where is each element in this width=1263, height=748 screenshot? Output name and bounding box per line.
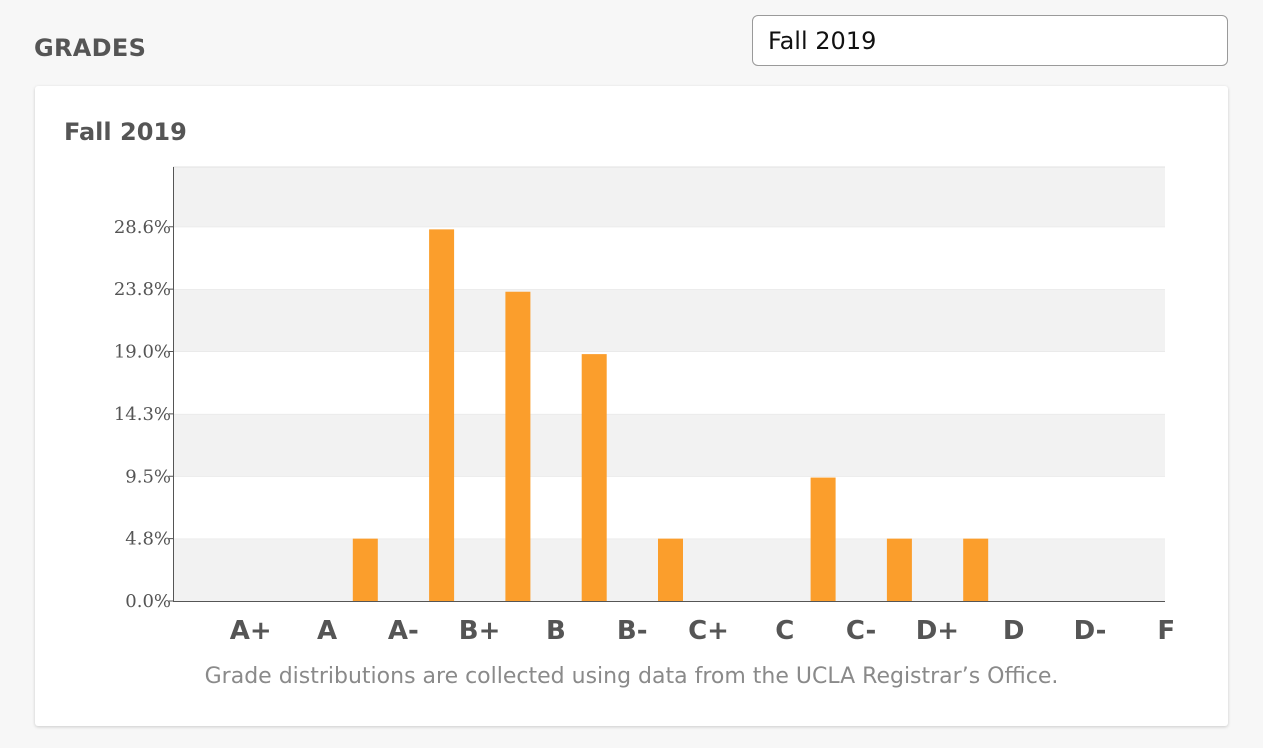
- y-tick-label: 19.0%: [114, 342, 171, 363]
- y-tick-label: 0.0%: [125, 591, 171, 612]
- bar: [429, 229, 455, 601]
- y-tick-label: 9.5%: [125, 466, 171, 487]
- grade-distribution-chart: 0.0% 4.8% 9.5% 14.3% 19.0% 23.8% 28.6% A+ A A- B+ B…: [114, 166, 1175, 646]
- bar: [886, 538, 912, 601]
- bar: [581, 354, 607, 601]
- x-tick-label: D-: [1074, 616, 1107, 646]
- y-tick-label: 23.8%: [114, 279, 171, 300]
- x-tick-label: C+: [688, 616, 729, 646]
- grid-band: [173, 351, 1165, 414]
- chart-title: Fall 2019: [64, 118, 187, 146]
- x-tick-label: A+: [230, 616, 272, 646]
- grid-band: [173, 226, 1165, 290]
- x-tick-label: D: [1003, 616, 1025, 646]
- x-tick-label: B: [546, 616, 566, 646]
- grid-band: [173, 476, 1165, 539]
- bar: [810, 477, 836, 601]
- grades-card: Fall 2019 0.0% 4.8% 9.5% 14.3% 19.0% 23.8% 28.…: [35, 86, 1228, 726]
- footnote: Grade distributions are collected using …: [204, 664, 1059, 689]
- x-tick-label: A-: [388, 616, 419, 646]
- x-tick-label: D+: [916, 616, 959, 646]
- x-tick-label: B-: [617, 616, 648, 646]
- y-tick-label: 28.6%: [114, 217, 171, 238]
- term-select[interactable]: Fall 2019: [752, 15, 1228, 66]
- x-tick-label: A: [317, 616, 337, 646]
- section-title: GRADES: [34, 34, 147, 62]
- grid-band: [173, 289, 1165, 352]
- bar: [505, 291, 531, 601]
- grid-band: [173, 413, 1165, 477]
- grid-band: [173, 167, 1165, 227]
- x-tick-label: F: [1157, 616, 1175, 646]
- bar: [963, 538, 989, 601]
- y-tick-label: 14.3%: [114, 404, 171, 425]
- bar: [352, 538, 378, 601]
- bar: [658, 538, 683, 601]
- x-tick-label: C: [775, 616, 794, 646]
- y-tick-label: 4.8%: [125, 529, 171, 550]
- x-tick-label: B+: [459, 616, 501, 646]
- x-tick-label: C-: [846, 616, 876, 646]
